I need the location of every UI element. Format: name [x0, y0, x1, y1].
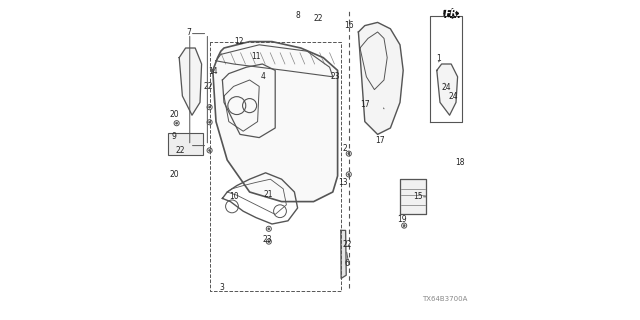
Text: 23: 23 — [330, 72, 340, 81]
Text: 21: 21 — [264, 190, 273, 199]
Text: 17: 17 — [360, 100, 370, 109]
Text: 1: 1 — [436, 54, 442, 63]
Text: 24: 24 — [449, 92, 459, 100]
Circle shape — [348, 153, 349, 155]
Text: 6: 6 — [344, 260, 349, 268]
Text: 14: 14 — [208, 67, 218, 76]
Text: FR.: FR. — [445, 9, 461, 18]
Text: 12: 12 — [234, 37, 244, 46]
Text: 22: 22 — [314, 14, 323, 23]
Text: 7: 7 — [187, 28, 191, 37]
Text: 20: 20 — [170, 170, 180, 179]
Text: 4: 4 — [261, 72, 266, 81]
FancyArrow shape — [444, 9, 458, 18]
Circle shape — [403, 225, 405, 227]
Text: 11: 11 — [252, 52, 260, 61]
Polygon shape — [437, 64, 458, 115]
Text: 20: 20 — [170, 110, 180, 119]
Text: FR.: FR. — [444, 10, 462, 20]
Text: 19: 19 — [397, 215, 407, 224]
Circle shape — [268, 228, 270, 230]
Circle shape — [209, 121, 211, 123]
Text: 18: 18 — [455, 158, 465, 167]
Text: 2: 2 — [342, 144, 347, 153]
Text: 13: 13 — [338, 178, 348, 187]
Text: 22: 22 — [204, 82, 212, 91]
Circle shape — [348, 173, 349, 175]
Circle shape — [209, 106, 211, 108]
FancyBboxPatch shape — [168, 133, 204, 155]
Text: 10: 10 — [228, 192, 239, 201]
Text: 22: 22 — [342, 240, 351, 249]
Polygon shape — [212, 42, 338, 202]
Polygon shape — [358, 22, 403, 134]
Polygon shape — [340, 230, 346, 278]
Text: 22: 22 — [175, 146, 184, 155]
Polygon shape — [400, 179, 426, 214]
Text: 15: 15 — [413, 192, 422, 201]
Text: TX64B3700A: TX64B3700A — [422, 296, 467, 302]
Text: 16: 16 — [344, 21, 355, 30]
Text: 24: 24 — [442, 83, 451, 92]
Circle shape — [268, 241, 270, 243]
Text: 8: 8 — [296, 11, 300, 20]
Circle shape — [175, 122, 178, 124]
Text: 17: 17 — [375, 136, 385, 145]
Text: 23: 23 — [262, 235, 273, 244]
Polygon shape — [179, 48, 202, 115]
Text: 9: 9 — [171, 132, 176, 141]
Text: 3: 3 — [220, 283, 224, 292]
Circle shape — [209, 149, 211, 151]
